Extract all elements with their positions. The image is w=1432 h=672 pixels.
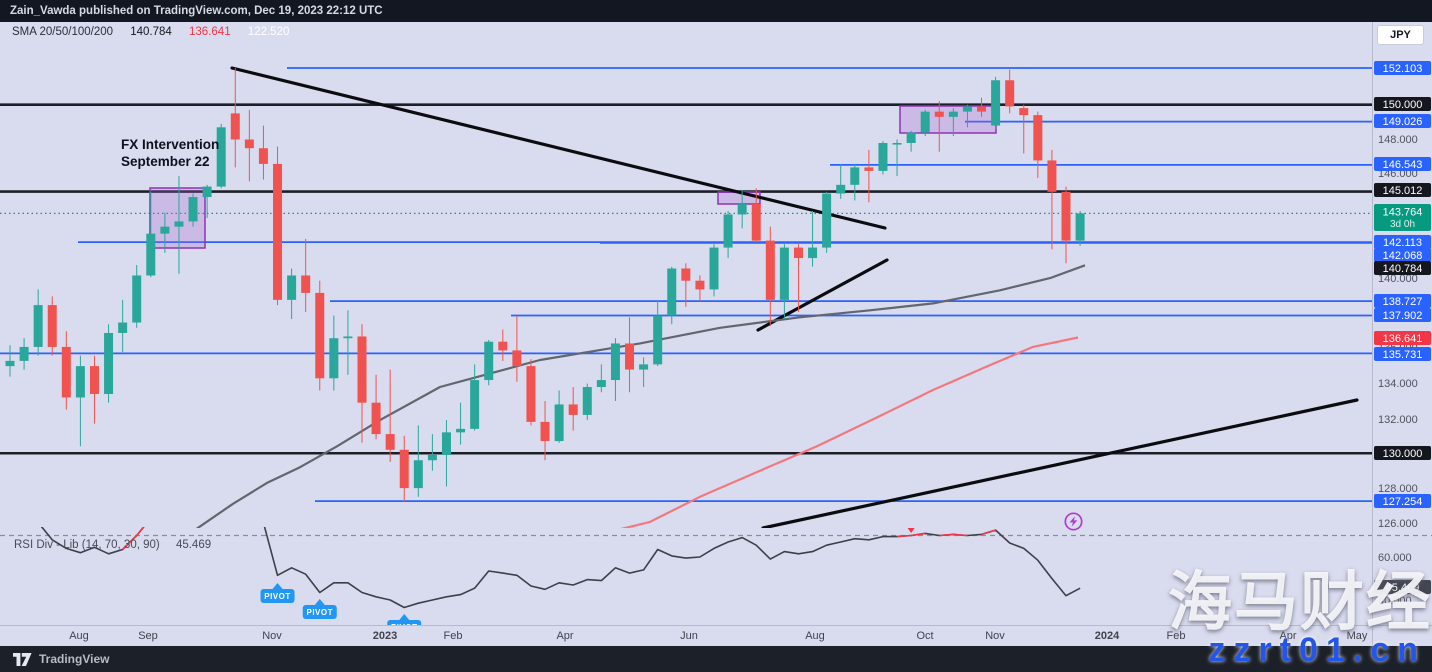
svg-text:128.000: 128.000: [1378, 483, 1418, 495]
svg-text:127.254: 127.254: [1383, 496, 1423, 508]
svg-text:134.000: 134.000: [1378, 378, 1418, 390]
symbol-jpy-button[interactable]: JPY: [1377, 25, 1424, 45]
svg-text:126.000: 126.000: [1378, 518, 1418, 530]
time-axis-labels[interactable]: Aug Sep Nov 2023 Feb Apr Jun Aug Oct Nov 2024 Feb Ap…: [69, 630, 1368, 642]
svg-text:149.026: 149.026: [1383, 116, 1423, 128]
indicator-legend[interactable]: SMA 20/50/100/200 140.784 136.641 122.52…: [12, 26, 289, 38]
watermark-cjk: 海马财经: [1168, 566, 1432, 638]
tradingview-logo-icon[interactable]: [13, 652, 32, 666]
sma-legend-title: SMA 20/50/100/200: [12, 26, 114, 38]
svg-text:143.764: 143.764: [1383, 207, 1423, 219]
pivot-badge[interactable]: PIVOT: [302, 599, 337, 619]
svg-text:137.902: 137.902: [1383, 310, 1423, 322]
rsi-pane: [40, 527, 1081, 609]
svg-text:140.000: 140.000: [1378, 273, 1418, 285]
svg-text:Apr: Apr: [556, 630, 573, 642]
candles-layer: [5, 68, 1085, 503]
lightning-icon[interactable]: [1063, 511, 1084, 532]
svg-text:2024: 2024: [1095, 630, 1120, 642]
symbol-jpy-label: JPY: [1390, 29, 1411, 41]
svg-text:130.000: 130.000: [1383, 448, 1423, 460]
sma20-value: 140.784: [130, 26, 172, 38]
svg-text:Feb: Feb: [1167, 630, 1186, 642]
svg-text:142.068: 142.068: [1383, 250, 1423, 262]
svg-text:Aug: Aug: [69, 630, 89, 642]
watermark-url: zzrt01.cn: [1208, 631, 1426, 669]
sma50-value: 136.641: [189, 26, 231, 38]
sma100-value: 122.520: [247, 26, 290, 38]
svg-text:146.543: 146.543: [1383, 159, 1423, 171]
footer-bar: TradingView: [0, 646, 1432, 672]
svg-text:Feb: Feb: [444, 630, 463, 642]
svg-text:May: May: [1347, 630, 1368, 642]
svg-text:145.012: 145.012: [1383, 185, 1423, 197]
tradingview-brand-text[interactable]: TradingView: [39, 652, 110, 666]
svg-text:150.000: 150.000: [1383, 99, 1423, 111]
svg-text:Sep: Sep: [138, 630, 158, 642]
svg-text:Jun: Jun: [680, 630, 698, 642]
svg-text:Oct: Oct: [916, 630, 933, 642]
fx-intervention-annotation[interactable]: FX Intervention September 22: [121, 136, 219, 171]
publish-text: Zain_Vawda published on TradingView.com,…: [10, 5, 383, 17]
svg-text:Aug: Aug: [805, 630, 825, 642]
svg-text:136.641: 136.641: [1383, 333, 1423, 345]
svg-text:3d 0h: 3d 0h: [1390, 219, 1415, 230]
pivot-badge[interactable]: PIVOT: [260, 583, 295, 603]
price-axis-badges: 152.103 150.000 149.026 146.543 145.012 142.1…: [1374, 61, 1431, 594]
svg-text:140.784: 140.784: [1383, 263, 1423, 275]
svg-text:60.000: 60.000: [1378, 552, 1412, 564]
svg-text:PIVOT: PIVOT: [307, 608, 334, 617]
svg-text:45.469: 45.469: [1386, 582, 1420, 594]
svg-text:Nov: Nov: [262, 630, 282, 642]
fx-annotation-line1: FX Intervention: [121, 137, 220, 152]
fx-annotation-line2: September 22: [121, 154, 210, 170]
svg-text:132.000: 132.000: [1378, 414, 1418, 426]
svg-text:2023: 2023: [373, 630, 397, 642]
rsi-legend-title: RSI Div - Lib (14, 70, 30, 90): [14, 539, 160, 551]
price-pane: [0, 66, 1372, 528]
svg-text:152.103: 152.103: [1383, 63, 1423, 75]
svg-text:PIVOT: PIVOT: [264, 592, 291, 601]
publish-info-bar: Zain_Vawda published on TradingView.com,…: [0, 0, 1432, 22]
svg-text:142.113: 142.113: [1383, 237, 1422, 249]
svg-text:135.731: 135.731: [1383, 349, 1423, 361]
svg-text:40.000: 40.000: [1378, 595, 1412, 607]
svg-text:148.000: 148.000: [1378, 134, 1418, 146]
svg-text:Apr: Apr: [1279, 630, 1296, 642]
svg-text:138.727: 138.727: [1383, 296, 1423, 308]
svg-text:Nov: Nov: [985, 630, 1005, 642]
rsi-current-value: 45.469: [175, 539, 212, 551]
rsi-indicator-legend[interactable]: RSI Div - Lib (14, 70, 30, 90) 45.469: [14, 539, 211, 551]
